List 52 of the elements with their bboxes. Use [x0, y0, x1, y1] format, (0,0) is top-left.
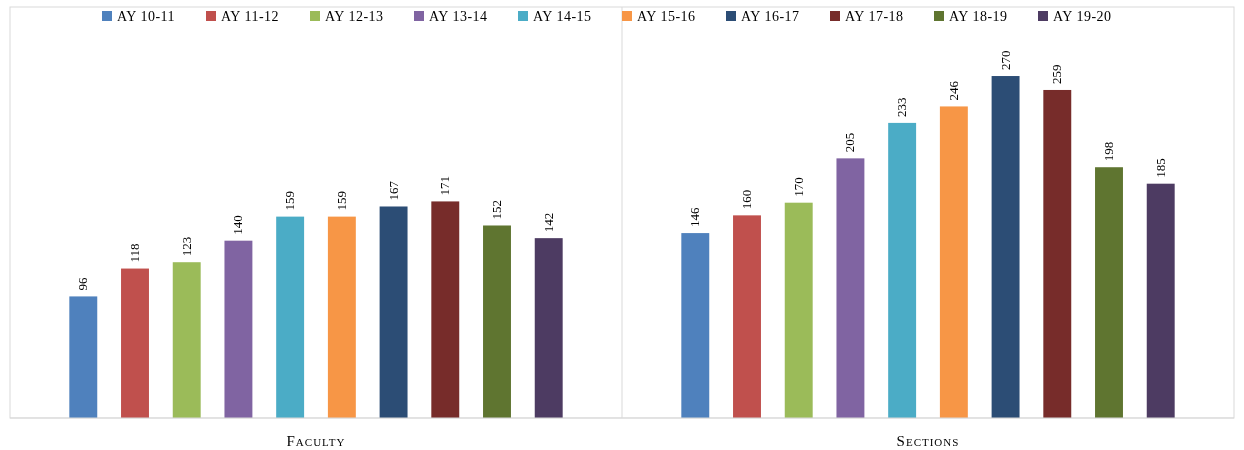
data-label: 185: [1152, 158, 1168, 178]
data-label: 233: [894, 97, 910, 117]
data-label: 123: [178, 236, 194, 257]
data-label: 198: [1101, 141, 1116, 162]
legend-label: AY 17-18: [845, 9, 904, 24]
bar: [172, 262, 201, 418]
bar: [69, 296, 98, 418]
bar: [327, 216, 356, 418]
legend-label: AY 12-13: [325, 9, 384, 24]
data-label: 159: [282, 191, 298, 211]
legend-label: AY 11-12: [221, 9, 280, 24]
data-label: 152: [489, 199, 504, 220]
bar: [939, 106, 968, 418]
bar: [1095, 167, 1123, 418]
data-label: 159: [333, 191, 349, 211]
bar: [888, 122, 917, 418]
bar: [534, 238, 563, 418]
bar: [784, 202, 813, 418]
legend-label: AY 13-14: [429, 9, 488, 24]
bar: [483, 225, 511, 418]
bar: [276, 216, 305, 418]
data-label: 160: [739, 189, 754, 210]
legend-label: AY 10-11: [117, 9, 176, 24]
data-label: 171: [437, 175, 453, 196]
x-tick-label: Faculty: [286, 433, 346, 449]
bar: [681, 233, 710, 418]
data-label: 170: [790, 177, 806, 197]
data-label: 270: [997, 50, 1013, 71]
data-label: 205: [842, 132, 858, 153]
bar: [836, 158, 865, 418]
x-tick-label: Sections: [896, 433, 960, 449]
bar: [224, 240, 253, 418]
legend-label: AY 15-16: [637, 9, 696, 24]
bar: [1146, 183, 1175, 418]
legend-label: AY 16-17: [741, 9, 800, 24]
legend-label: AY 14-15: [533, 9, 592, 24]
legend-label: AY 18-19: [949, 9, 1008, 24]
data-label: 259: [1049, 64, 1065, 84]
bar: [121, 268, 149, 418]
data-label: 140: [230, 215, 246, 235]
bar: [991, 76, 1020, 418]
data-label: 167: [385, 180, 401, 201]
data-label: 246: [945, 80, 961, 101]
data-label: 118: [127, 243, 142, 263]
legend-label: AY 19-20: [1053, 9, 1112, 24]
bar: [431, 201, 460, 418]
data-label: 96: [75, 276, 91, 291]
bar: [1043, 89, 1072, 418]
bar: [733, 215, 761, 418]
bar: [379, 206, 408, 418]
data-label: 142: [540, 212, 556, 233]
data-label: 146: [687, 207, 703, 228]
